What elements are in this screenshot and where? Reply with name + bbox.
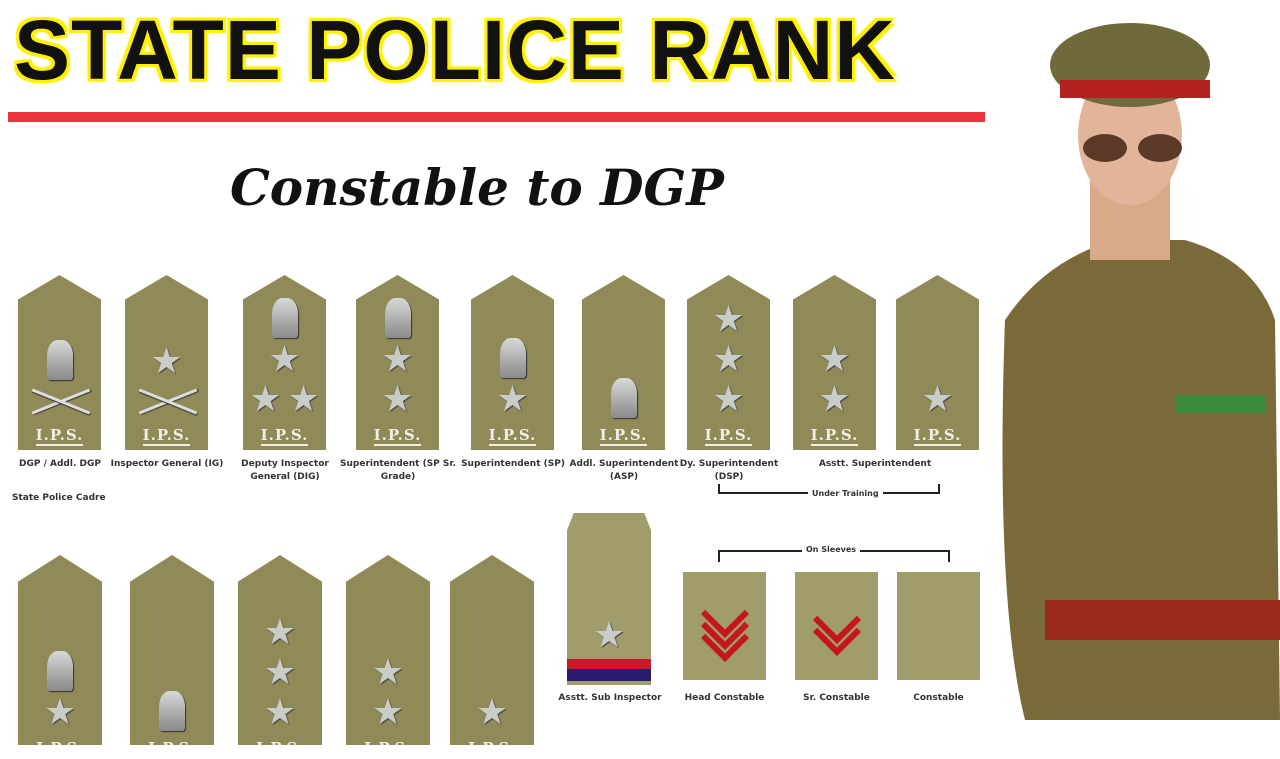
ips-insignia: I.P.S. xyxy=(373,426,422,446)
red-stripe xyxy=(567,659,651,669)
under-training-label: Under Training xyxy=(808,489,883,498)
ashoka-emblem-icon xyxy=(610,378,637,418)
ashoka-emblem-icon xyxy=(46,340,73,380)
star-icon: ★ xyxy=(150,341,183,382)
police-officer-photo xyxy=(985,0,1280,720)
star-icon: ★ xyxy=(43,692,77,733)
star-icon: ★ xyxy=(712,339,745,380)
sleeve-badge xyxy=(897,572,980,680)
star-icon: ★ xyxy=(593,615,626,656)
badge-content: ★ ★ I.P.S. xyxy=(364,652,412,757)
ips-insignia: I.P.S. xyxy=(913,426,962,446)
rank-label: Inspector General (IG) xyxy=(110,459,224,469)
ashoka-emblem-icon xyxy=(47,651,73,691)
subtitle: Constable to DGP xyxy=(230,158,724,217)
ashoka-emblem-icon xyxy=(159,691,185,731)
star-icon: ★ xyxy=(381,379,414,420)
rank-label: Addl. Superintendent (ASP) xyxy=(569,459,679,482)
on-sleeves-label: On Sleeves xyxy=(802,545,861,554)
star-icon: ★ xyxy=(263,692,297,733)
ips-insignia: I.P.S. xyxy=(704,426,753,446)
rank-label: Superintendent (SP) xyxy=(461,459,565,469)
star-icon: ★ xyxy=(475,692,509,733)
star-icon: ★ xyxy=(268,339,301,380)
crossed-baton-sword-icon xyxy=(137,386,197,416)
asi-label: Asstt. Sub Inspector xyxy=(558,693,662,703)
shoulder-badge: I.P.S. xyxy=(18,275,101,450)
sleeve-label: Sr. Constable xyxy=(803,693,870,703)
crossed-baton-sword-icon xyxy=(30,386,90,416)
ashoka-emblem-icon xyxy=(271,298,298,338)
ips-insignia: I.P.S. xyxy=(468,739,516,757)
ips-insignia: I.P.S. xyxy=(364,739,412,757)
badge-content: ★ I.P.S. xyxy=(468,692,516,757)
ips-insignia: I.P.S. xyxy=(810,426,859,446)
shoulder-badge: ★ ★ ★ I.P.S. xyxy=(687,275,770,450)
shoulder-badge: I.P.S. xyxy=(130,555,214,745)
blue-stripe xyxy=(567,669,651,681)
shoulder-badge: ★ ★ I.P.S. xyxy=(346,555,430,745)
rank-label: DGP / Addl. DGP xyxy=(19,459,101,469)
page-title: STATE POLICE RANK xyxy=(14,3,896,97)
ips-insignia: I.P.S. xyxy=(35,426,84,446)
sleeve-label: Constable xyxy=(913,693,964,703)
ips-insignia: I.P.S. xyxy=(142,426,191,446)
star-icon: ★ xyxy=(287,379,320,420)
shoulder-badge: ★ I.P.S. xyxy=(896,275,979,450)
ips-insignia: I.P.S. xyxy=(599,426,648,446)
ashoka-emblem-icon xyxy=(499,338,526,378)
shoulder-badge: ★ ★ ★ I.P.S. xyxy=(243,275,326,450)
star-icon: ★ xyxy=(249,379,282,420)
ips-insignia: I.P.S. xyxy=(36,739,84,757)
ips-insignia: I.P.S. xyxy=(148,739,196,757)
star-icon: ★ xyxy=(818,339,851,380)
star-icon: ★ xyxy=(371,652,405,693)
rank-label: Deputy Inspector General (DIG) xyxy=(241,459,329,482)
star-icon: ★ xyxy=(263,612,297,653)
shoulder-badge: ★ I.P.S. xyxy=(18,555,102,745)
star-icon: ★ xyxy=(263,652,297,693)
cadre-label: State Police Cadre xyxy=(12,493,106,503)
shoulder-badge: ★ ★ I.P.S. xyxy=(356,275,439,450)
star-icon: ★ xyxy=(496,379,529,420)
star-pair: ★ ★ xyxy=(249,380,320,420)
ips-insignia: I.P.S. xyxy=(256,739,304,757)
star-icon: ★ xyxy=(371,692,405,733)
star-icon: ★ xyxy=(381,339,414,380)
star-icon: ★ xyxy=(712,299,745,340)
sleeve-badge xyxy=(795,572,878,680)
shoulder-badge: ★ ★ ★ I.P.S. xyxy=(238,555,322,745)
shoulder-badge: ★ I.P.S. xyxy=(450,555,534,745)
star-icon: ★ xyxy=(921,379,954,420)
badge-content: ★ ★ ★ I.P.S. xyxy=(256,612,304,757)
shoulder-badge: ★ I.P.S. xyxy=(471,275,554,450)
shoulder-badge: I.P.S. xyxy=(582,275,665,450)
ashoka-emblem-icon xyxy=(384,298,411,338)
sleeve-label: Head Constable xyxy=(684,693,765,703)
sleeve-badge xyxy=(683,572,766,680)
title-underline xyxy=(8,112,1008,122)
ips-insignia: I.P.S. xyxy=(260,426,309,446)
shoulder-badge: ★ I.P.S. xyxy=(125,275,208,450)
star-icon: ★ xyxy=(712,379,745,420)
ips-insignia: I.P.S. xyxy=(488,426,537,446)
badge-content: I.P.S. xyxy=(148,689,196,757)
shoulder-badge: ★ ★ I.P.S. xyxy=(793,275,876,450)
asi-shoulder-badge: ★ xyxy=(567,513,651,685)
badge-content: ★ I.P.S. xyxy=(36,649,84,757)
asst-superintendent-label: Asstt. Superintendent xyxy=(818,459,932,469)
rank-label: Dy. Superintendent (DSP) xyxy=(679,459,779,482)
star-icon: ★ xyxy=(818,379,851,420)
rank-label: Superintendent (SP Sr. Grade) xyxy=(340,459,456,482)
